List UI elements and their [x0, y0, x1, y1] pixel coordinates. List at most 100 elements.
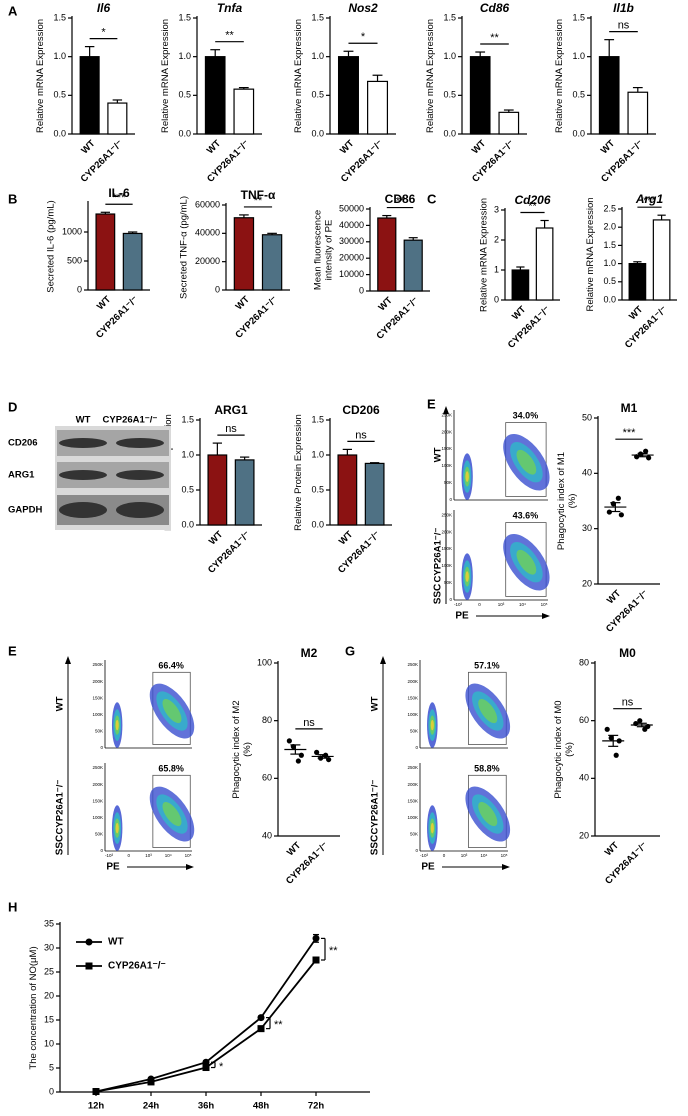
flow-y-tick-label: 150K — [92, 695, 103, 700]
y-tick-label: 0.5 — [53, 90, 66, 100]
bar — [207, 454, 228, 526]
y-tick-label: 1.0 — [603, 258, 616, 268]
y-tick-label: 0.5 — [311, 484, 324, 494]
flow-x-tick-label: -10³ — [105, 853, 114, 858]
y-tick-label: 0.5 — [603, 276, 616, 286]
flow-y-axis-label: SSC — [433, 584, 444, 605]
y-tick-label: 0.0 — [603, 294, 616, 304]
panel-label: D — [8, 399, 17, 414]
significance-label: ns — [355, 429, 367, 441]
y-tick-label: 50 — [582, 412, 592, 422]
flow-x-tick-label: 10⁵ — [185, 853, 192, 858]
x-tick-label: 24h — [143, 1101, 160, 1111]
data-point — [147, 1078, 155, 1086]
blot-band — [116, 470, 164, 480]
x-tick-label: WT — [337, 529, 355, 547]
data-point — [312, 956, 320, 964]
x-tick-label: WT — [605, 588, 623, 606]
y-tick-label: 60 — [262, 773, 272, 783]
blot-band — [116, 438, 164, 448]
x-tick-label: 12h — [88, 1101, 105, 1111]
y-tick-label: 0.0 — [572, 128, 585, 138]
y-tick-label: 5 — [49, 1062, 54, 1072]
flow-cloud — [430, 822, 434, 834]
flow-cloud — [162, 698, 182, 724]
panel-label: C — [427, 191, 437, 206]
chart-title: TNF-α — [241, 188, 276, 202]
y-tick-label: 100 — [257, 657, 272, 667]
bar — [95, 213, 116, 291]
blot-band — [59, 502, 107, 518]
bar — [337, 56, 359, 135]
data-point — [646, 455, 652, 461]
y-axis-label: intensity of PE — [324, 220, 335, 281]
chart-title: IL-6 — [108, 186, 130, 200]
y-tick-label: 1.0 — [178, 51, 191, 61]
y-tick-label: 2.0 — [603, 222, 616, 232]
significance-label: ** — [254, 195, 263, 207]
gate-percentage: 66.4% — [158, 661, 184, 671]
significance-label: * — [101, 27, 106, 39]
y-tick-label: 1.0 — [53, 51, 66, 61]
chart-title: Cd86 — [480, 1, 510, 15]
significance-label: ** — [490, 32, 499, 44]
flow-group-label: CYP26A1⁻/⁻ — [370, 780, 381, 835]
bar — [233, 217, 255, 291]
y-tick-label: 40 — [579, 773, 589, 783]
flow-cloud — [115, 822, 119, 834]
data-point — [618, 512, 624, 518]
x-tick-label: WT — [285, 840, 303, 858]
y-tick-label: 20 — [44, 990, 54, 1000]
flow-group-label: WT — [55, 696, 66, 711]
data-point — [295, 758, 301, 764]
significance-label: ns — [618, 20, 630, 32]
significance-label: ** — [528, 200, 537, 212]
legend-label: CYP26A1⁻/⁻ — [108, 961, 166, 972]
flow-x-tick-label: 10³ — [461, 853, 468, 858]
y-tick-label: 0.0 — [311, 519, 324, 529]
flow-y-tick-label: 0 — [100, 745, 103, 750]
y-axis-label: (%) — [564, 742, 575, 757]
bar — [79, 56, 100, 135]
flow-cloud — [465, 471, 469, 482]
data-point — [286, 738, 292, 744]
flow-y-tick-label: 150K — [407, 695, 418, 700]
flow-y-tick-label: 250K — [407, 765, 418, 770]
flow-cloud — [162, 801, 182, 827]
bar — [627, 91, 649, 135]
chart-title: CD206 — [342, 403, 380, 417]
bar — [337, 454, 358, 526]
flow-group-label: CYP26A1⁻/⁻ — [433, 528, 444, 583]
y-tick-label: 30 — [44, 942, 54, 952]
y-tick-label: 20 — [579, 830, 589, 840]
chart-title: Il1b — [613, 1, 634, 15]
chart-title: Il6 — [97, 1, 111, 15]
y-tick-label: 1.0 — [572, 51, 585, 61]
y-axis-label: Phagocytic index of M1 — [556, 452, 567, 550]
x-tick-label: WT — [79, 138, 97, 156]
y-tick-label: 0.5 — [572, 90, 585, 100]
y-tick-label: 0.5 — [178, 90, 191, 100]
gate-percentage: 43.6% — [513, 511, 539, 521]
data-point — [314, 749, 320, 755]
significance-label: *** — [643, 195, 657, 207]
blot-lane-label: CYP26A1⁻/⁻ — [103, 415, 158, 426]
panel-label: B — [8, 191, 17, 206]
y-tick-label: 80 — [579, 657, 589, 667]
bar — [628, 263, 647, 301]
x-tick-label: WT — [338, 138, 356, 156]
y-axis-label: Relative mRNA Expression — [478, 198, 489, 312]
data-point — [608, 735, 614, 741]
y-axis-label: Phagocytic index of M2 — [231, 700, 242, 798]
flow-y-tick-label: 200K — [92, 782, 103, 787]
flow-y-tick-label: 100K — [407, 815, 418, 820]
significance-label: ** — [396, 195, 405, 207]
flow-group-label: CYP26A1⁻/⁻ — [55, 780, 66, 835]
flow-y-tick-label: 250K — [441, 512, 452, 517]
y-tick-label: 1.5 — [53, 12, 66, 22]
flow-gate — [505, 422, 547, 497]
panel-label: E — [427, 396, 436, 411]
flow-y-tick-label: 50K — [444, 580, 452, 585]
y-tick-label: 50000 — [339, 203, 364, 213]
arrow-head — [502, 864, 510, 870]
